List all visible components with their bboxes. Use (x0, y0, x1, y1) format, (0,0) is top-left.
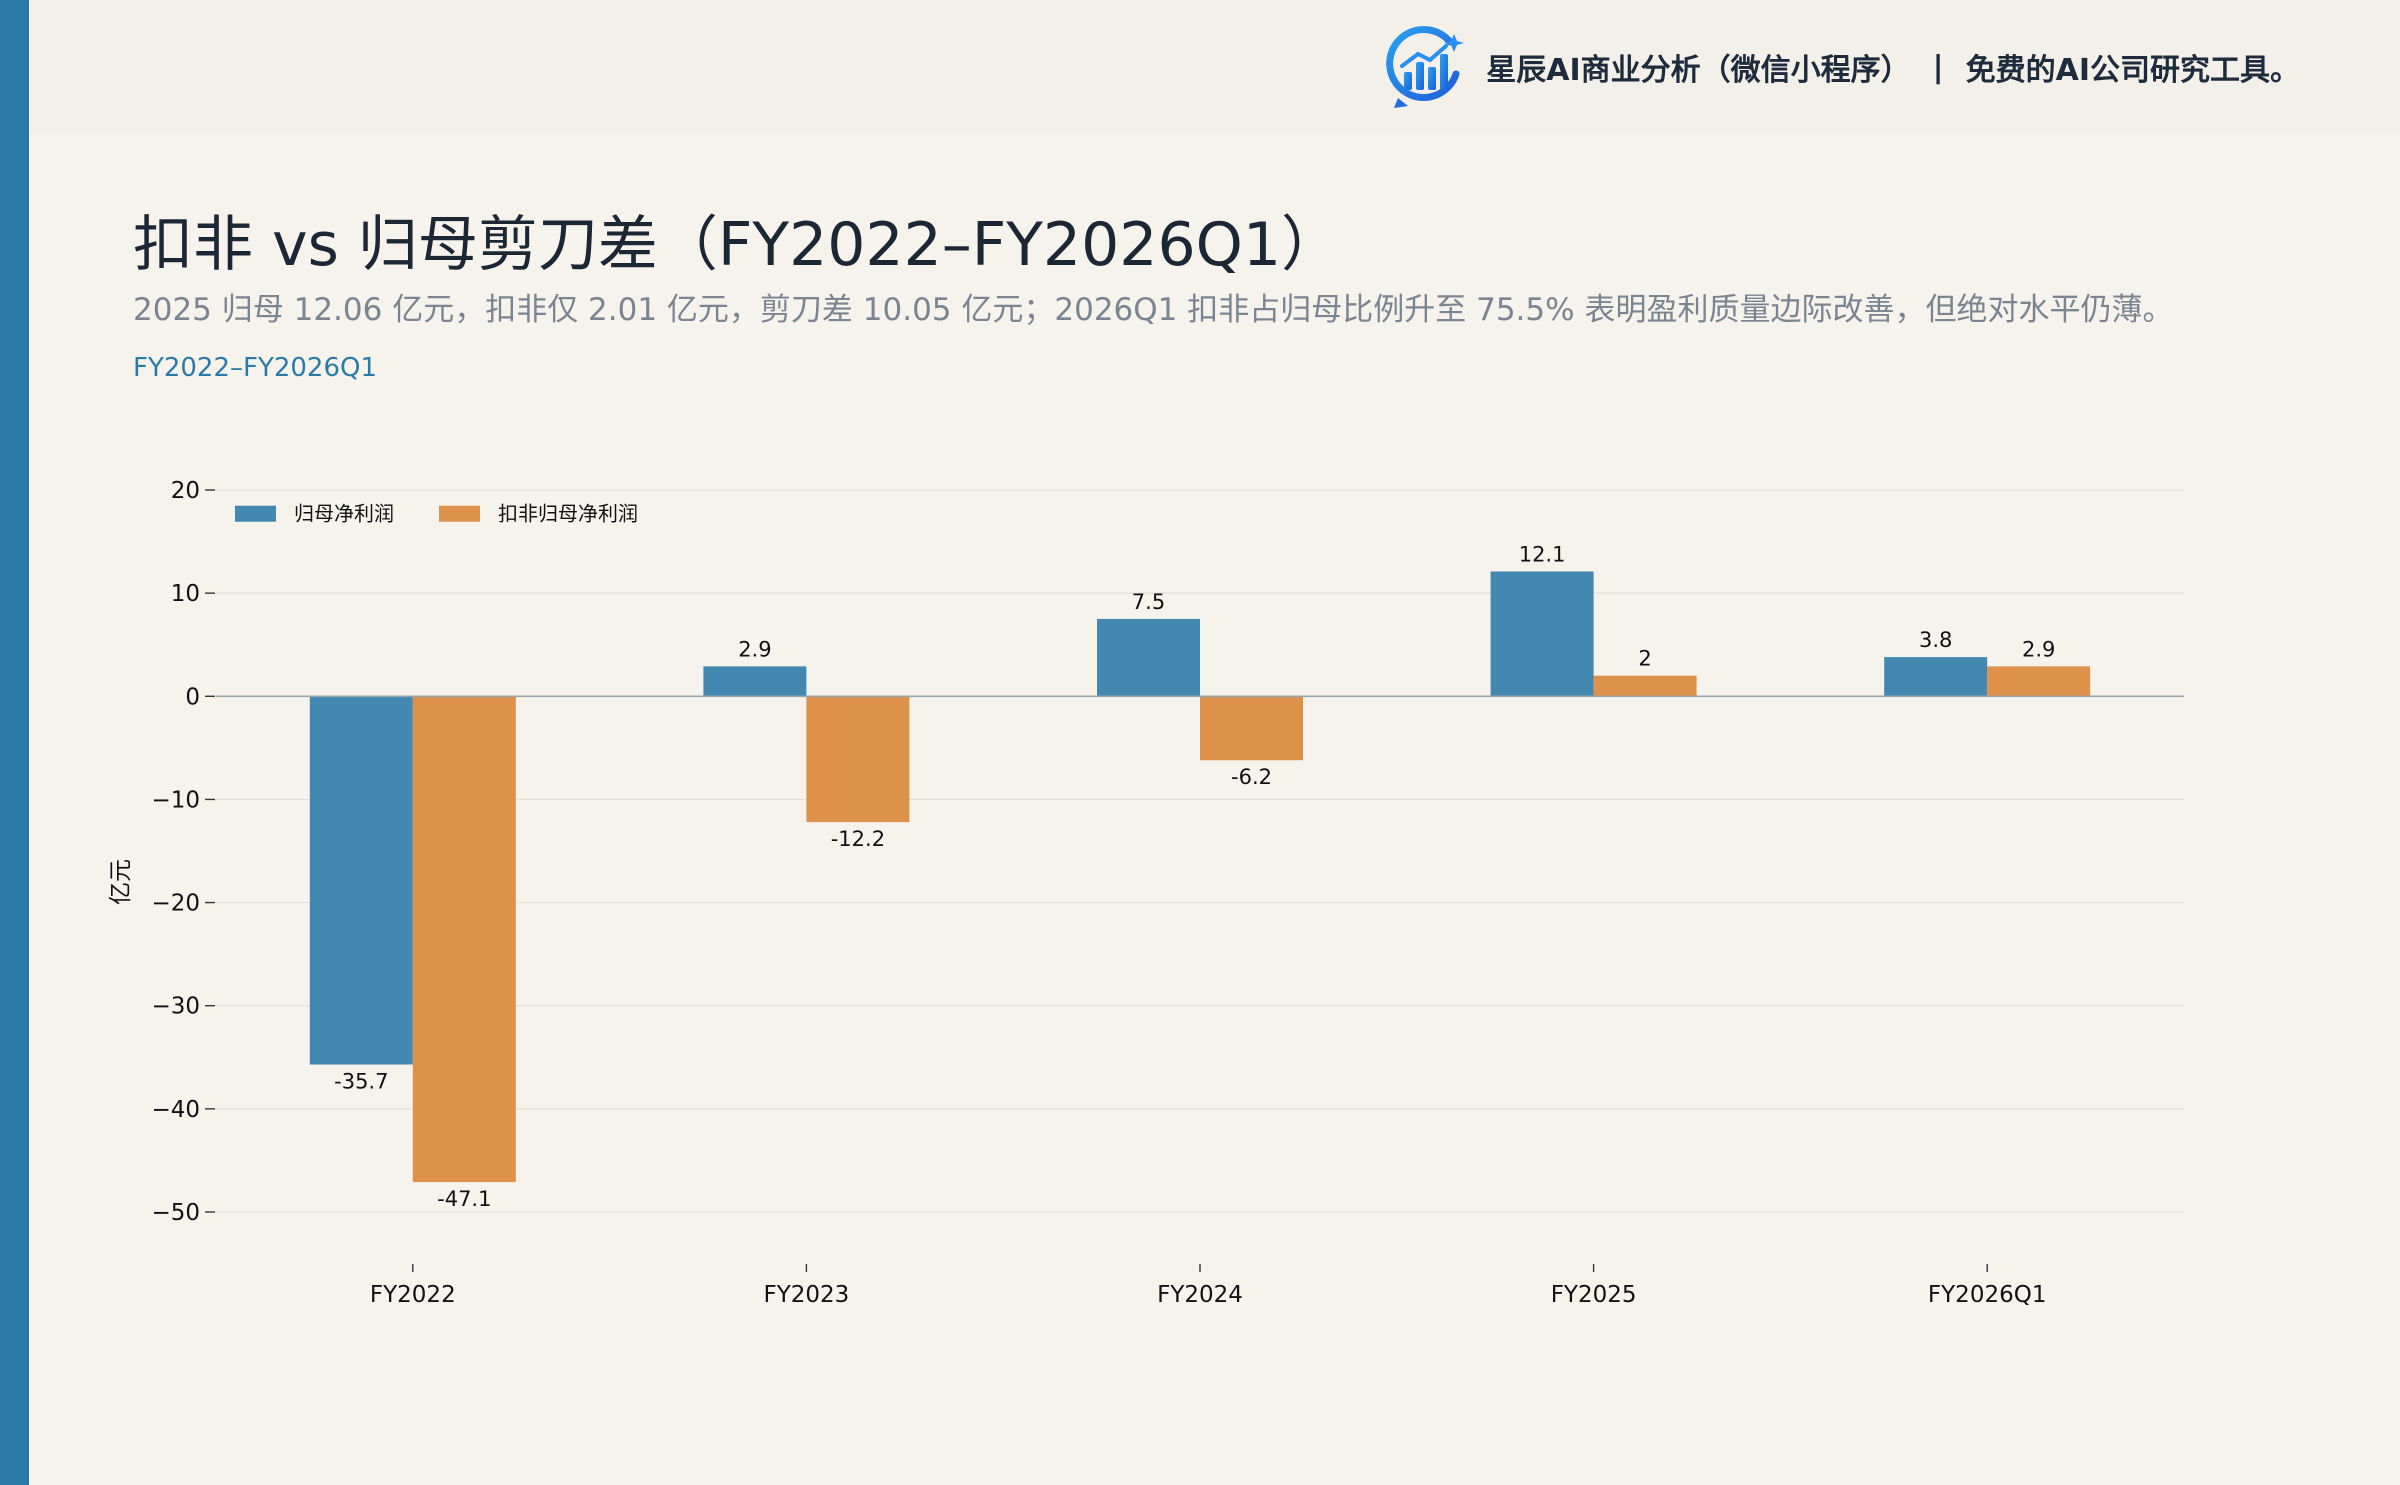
bar-chart-logo-icon (1386, 26, 1465, 108)
y-tick-label: −50 (151, 1200, 200, 1226)
page-title: 扣非 vs 归母剪刀差（FY2022–FY2026Q1） (133, 210, 1342, 280)
legend-swatch (439, 505, 480, 522)
x-tick-label: FY2024 (1157, 1282, 1243, 1308)
page-subtitle: 2025 归母 12.06 亿元，扣非仅 2.01 亿元，剪刀差 10.05 亿… (133, 292, 2174, 328)
bar-FY2024-net-profit (1097, 618, 1200, 697)
data-label: 2 (1638, 647, 1651, 671)
data-label: -47.1 (437, 1187, 491, 1211)
header-bar: 星辰AI商业分析（微信小程序） | 免费的AI公司研究工具。 (29, 0, 2400, 134)
y-tick-label: 20 (171, 478, 200, 504)
data-label: 3.8 (1919, 628, 1952, 652)
bar-FY2023-deducted-net-profit (806, 696, 910, 823)
data-label: 7.5 (1132, 590, 1165, 614)
bar-FY2022-net-profit (309, 696, 413, 1065)
legend-label: 归母净利润 (294, 502, 394, 526)
bar-FY2024-deducted-net-profit (1200, 696, 1303, 761)
y-tick-label: −10 (151, 787, 200, 813)
data-label: -6.2 (1231, 765, 1272, 789)
brand-name: 星辰AI商业分析（微信小程序） (1486, 53, 1911, 88)
data-label: 2.9 (738, 637, 771, 661)
legend-swatch (235, 505, 276, 522)
y-tick-label: −20 (151, 891, 200, 917)
left-accent-bar (0, 0, 29, 1485)
brand[interactable]: 星辰AI商业分析（微信小程序） | 免费的AI公司研究工具。 (1384, 22, 2300, 112)
bar-FY2023-net-profit (703, 666, 807, 697)
x-tick-label: FY2025 (1551, 1282, 1637, 1308)
bar-chart: 20 10 0 −10 −20 −30 −40 −50 亿元 -35.7 -47.1 FY2022 2.… (108, 478, 2184, 1308)
brand-separator: | (1932, 49, 1944, 85)
data-label: 12.1 (1519, 542, 1566, 566)
bar-FY2025-deducted-net-profit (1593, 675, 1697, 697)
y-axis-label: 亿元 (108, 859, 134, 905)
bar-FY2022-deducted-net-profit (412, 696, 516, 1183)
y-tick-label: −40 (151, 1097, 200, 1123)
legend-label: 扣非归母净利润 (498, 502, 638, 526)
bar-FY2026Q1-net-profit (1884, 657, 1988, 697)
y-tick-label: 0 (185, 684, 200, 710)
y-tick-label: −30 (151, 994, 200, 1020)
bar-FY2026Q1-deducted-net-profit (1987, 666, 2091, 697)
x-tick-label: FY2026Q1 (1928, 1282, 2047, 1308)
data-label: 2.9 (2022, 637, 2055, 661)
x-tick-label: FY2022 (370, 1282, 456, 1308)
data-label: -35.7 (334, 1070, 388, 1094)
bar-FY2025-net-profit (1490, 571, 1594, 697)
y-tick-label: 10 (171, 581, 200, 607)
data-label: -12.2 (831, 827, 885, 851)
period-label: FY2022–FY2026Q1 (133, 353, 378, 383)
brand-tagline: 免费的AI公司研究工具。 (1965, 53, 2300, 88)
x-tick-label: FY2023 (763, 1282, 849, 1308)
